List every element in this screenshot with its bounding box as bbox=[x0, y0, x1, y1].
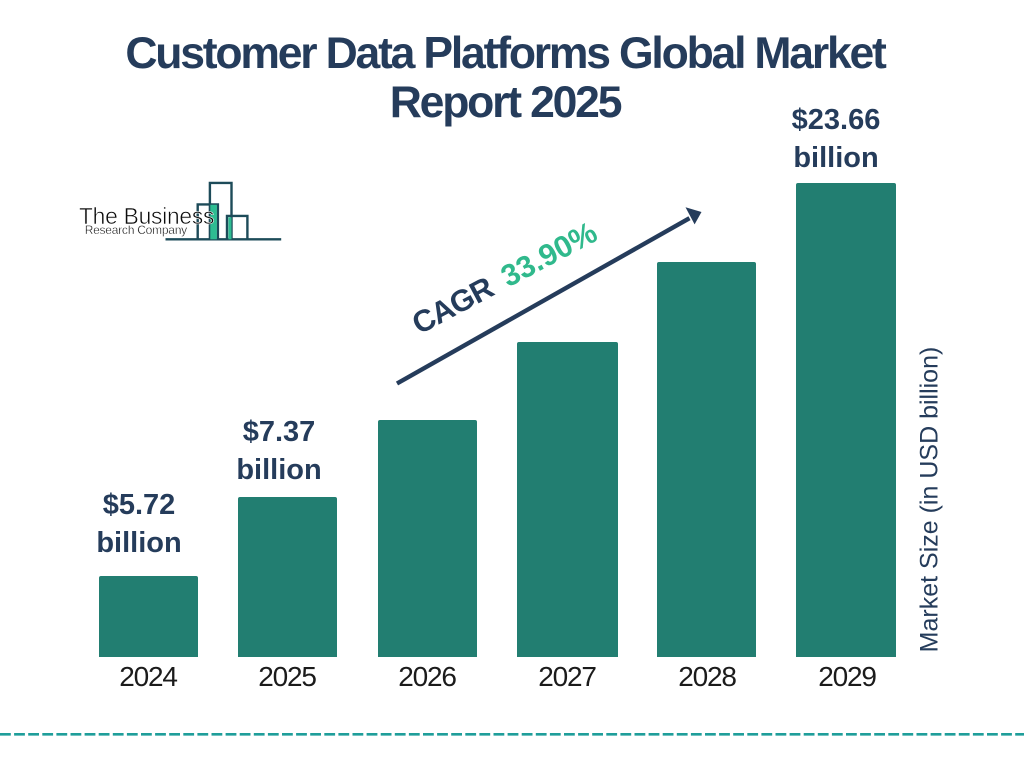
svg-text:Research Company: Research Company bbox=[85, 223, 187, 237]
svg-text:The Business: The Business bbox=[79, 203, 214, 229]
